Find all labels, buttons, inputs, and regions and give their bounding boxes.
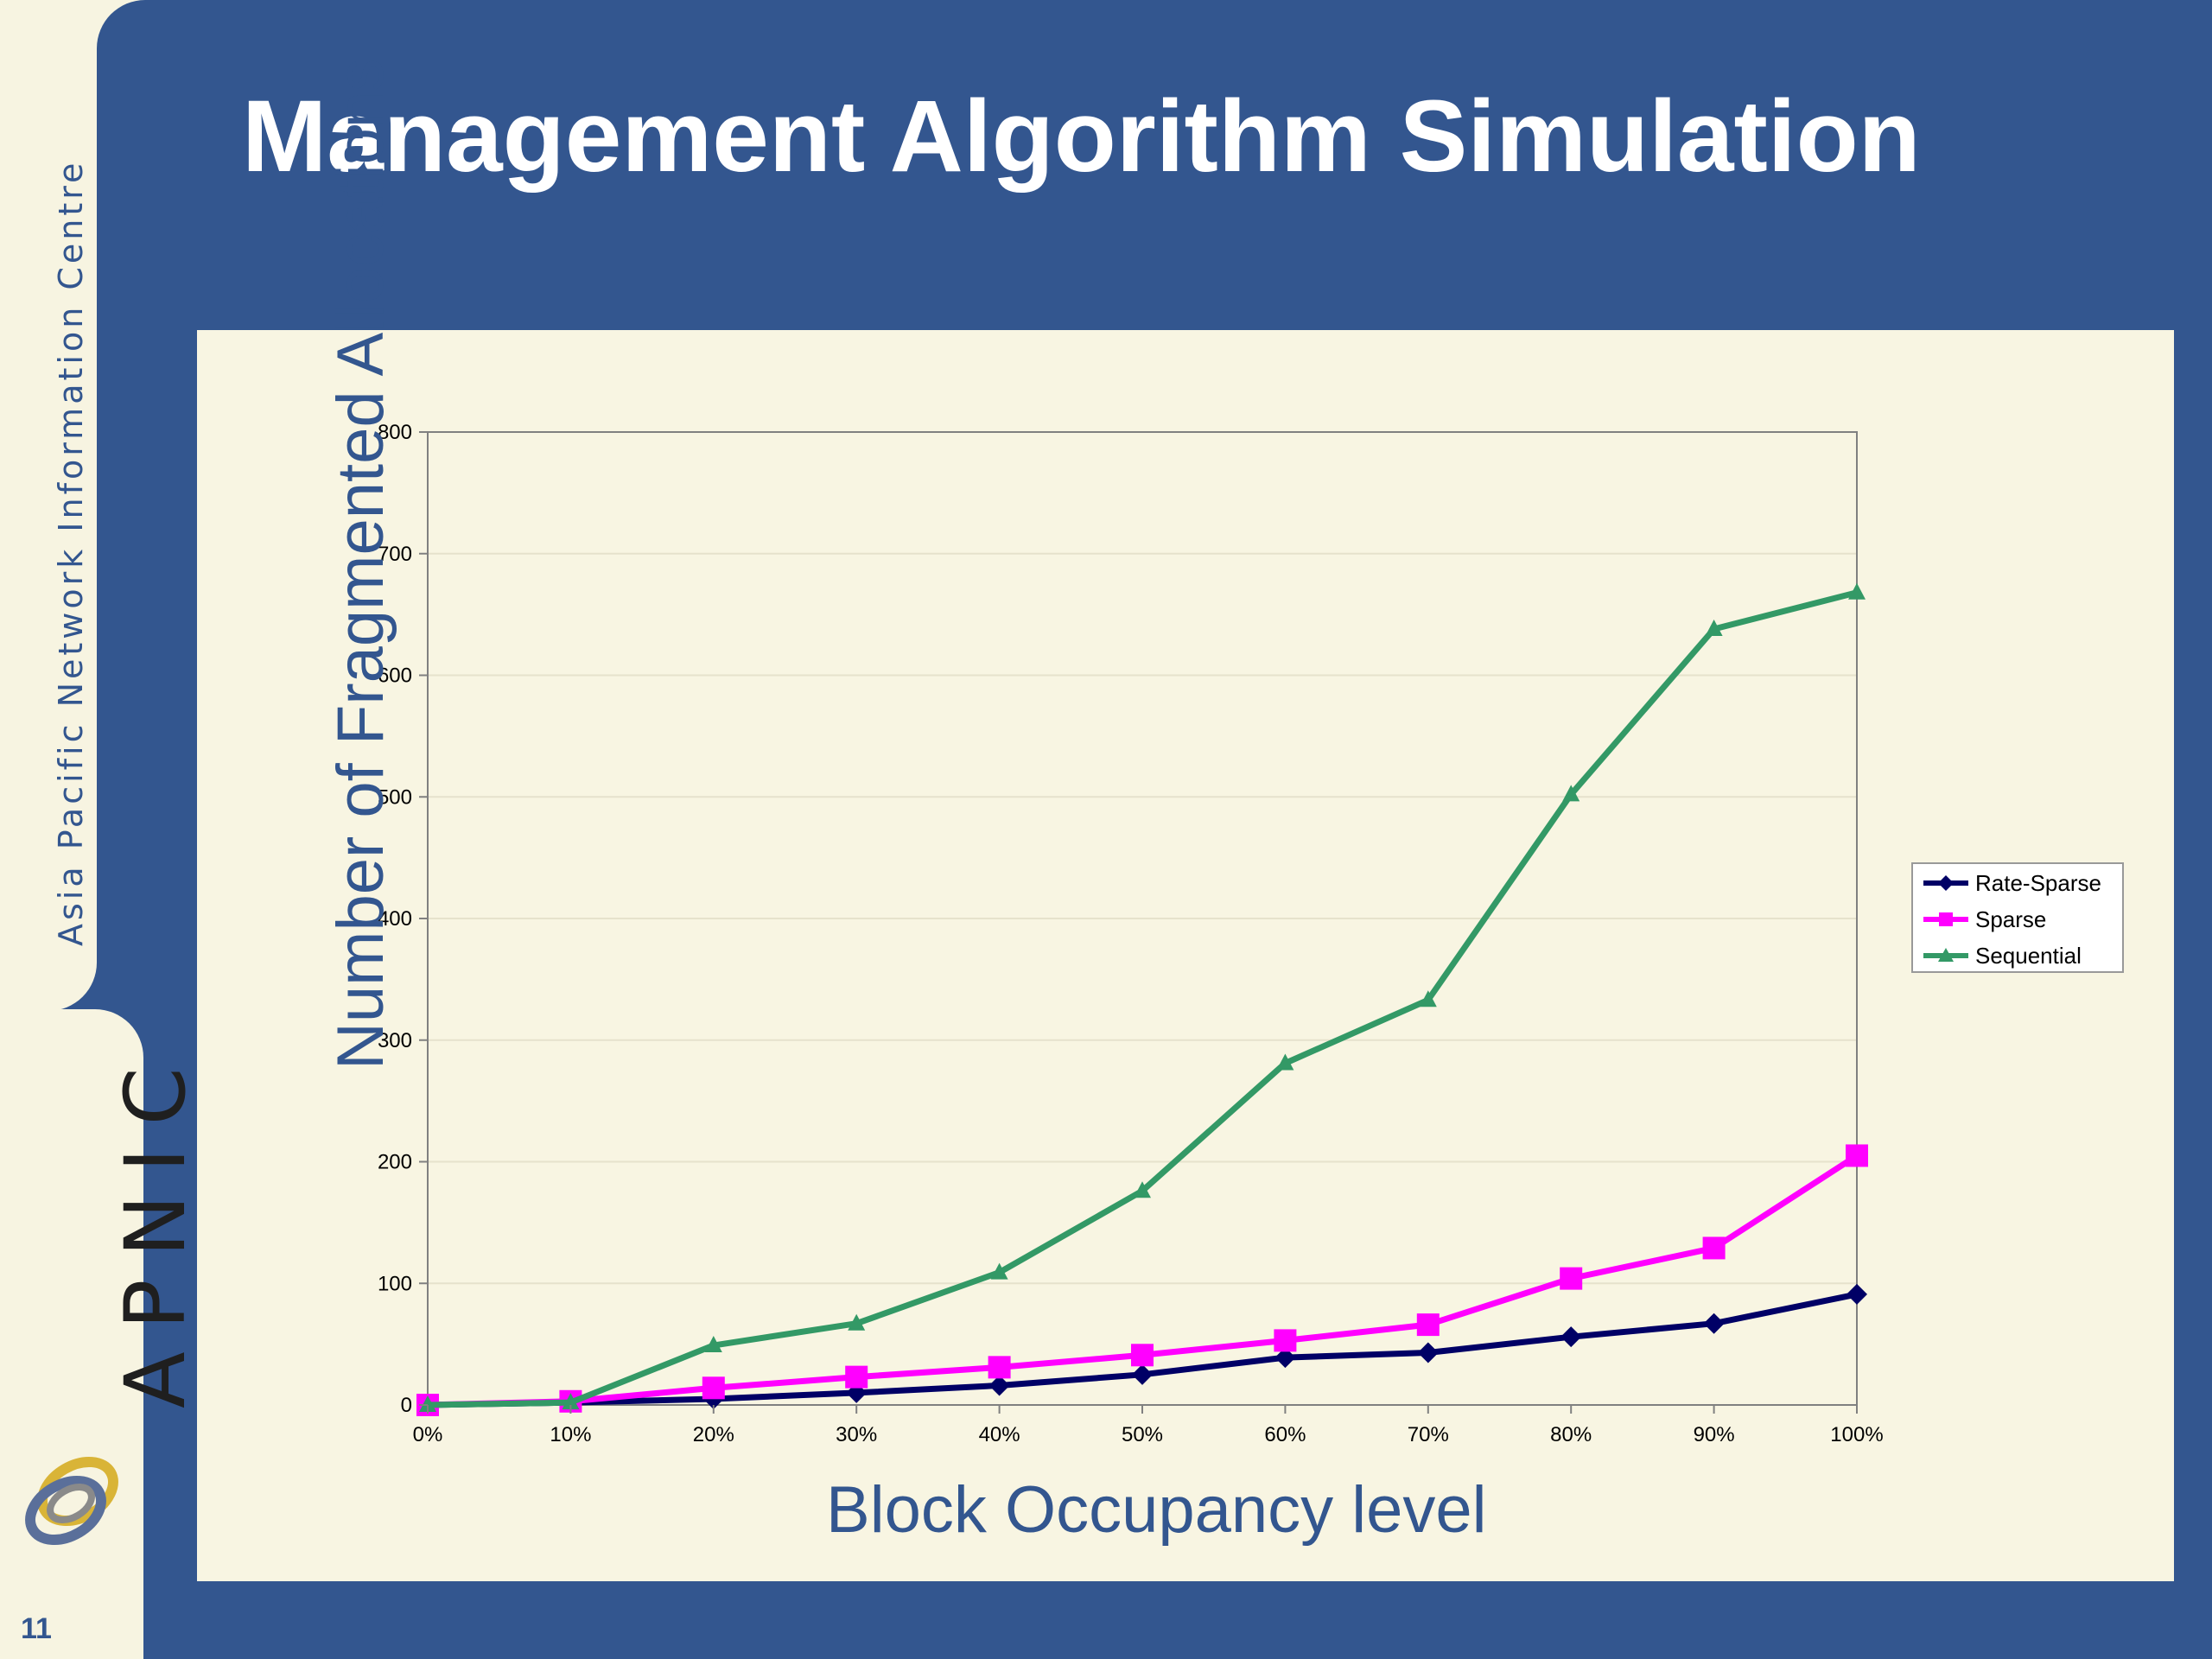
y-tick-label: 600 (378, 664, 412, 688)
data-point-rate-sparse (1274, 1347, 1296, 1369)
x-tick-label: 30% (836, 1423, 877, 1446)
apnic-logo-icon (25, 1456, 118, 1546)
x-tick-label: 20% (693, 1423, 734, 1446)
data-point-sparse (702, 1376, 725, 1400)
y-tick-label: 500 (378, 785, 412, 809)
data-point-sequential (1276, 1053, 1294, 1071)
y-tick-label: 400 (378, 907, 412, 931)
data-point-rate-sparse (1417, 1342, 1439, 1363)
data-point-rate-sparse (1560, 1326, 1582, 1348)
y-tick-label: 0 (401, 1394, 412, 1417)
data-point-sparse (1416, 1313, 1440, 1337)
x-tick-label: 80% (1550, 1423, 1592, 1446)
legend-label-rate-sparse: Rate-Sparse (1975, 869, 2101, 896)
series-sequential (419, 582, 1866, 1412)
data-point-rate-sparse (1703, 1313, 1725, 1334)
slide-title: Management Algorithm Simulation (242, 79, 1921, 194)
x-tick-label: 90% (1694, 1423, 1735, 1446)
legend-key-sequential (1923, 948, 1968, 962)
page-number: 11 (21, 1612, 52, 1645)
data-point-rate-sparse (1132, 1363, 1153, 1385)
data-point-sequential (848, 1313, 866, 1331)
x-tick-label: 100% (1830, 1423, 1883, 1446)
x-tick-label: 50% (1122, 1423, 1163, 1446)
data-point-rate-sparse (988, 1375, 1010, 1396)
data-point-sparse (988, 1356, 1011, 1379)
data-point-sparse (1131, 1344, 1154, 1367)
gridlines (428, 552, 1857, 1285)
legend-item-sparse: Sparse (1922, 902, 2120, 937)
legend-label-sequential: Sequential (1975, 942, 2082, 969)
legend-item-rate-sparse: Rate-Sparse (1922, 866, 2120, 900)
x-axis-title: Block Occupancy level (826, 1473, 1487, 1547)
legend-label-sparse: Sparse (1975, 906, 2047, 932)
y-tick-label: 100 (378, 1272, 412, 1295)
series-layer (416, 582, 1868, 1416)
legend-key-rate-sparse (1923, 875, 1968, 891)
y-axis-ticks: 0 100 200 300 400 500 600 700 800 (378, 421, 428, 1417)
data-point-sequential (1848, 582, 1866, 600)
data-point-sparse (845, 1365, 868, 1389)
y-tick-label: 200 (378, 1151, 412, 1174)
data-point-sequential (1134, 1181, 1151, 1198)
x-axis-ticks: 0% 10% 20% 30% 40% 50% 60% 70% 80% 90% 100% (413, 1405, 1884, 1446)
data-point-sequential (562, 1393, 580, 1410)
data-point-sparse (1274, 1329, 1297, 1352)
chart-panel: 0 100 200 300 400 500 600 700 800 0% 10% 20% 30% 40%… (197, 330, 2174, 1581)
data-point-sequential (1705, 620, 1723, 637)
x-tick-label: 0% (413, 1423, 443, 1446)
x-tick-label: 60% (1264, 1423, 1306, 1446)
x-tick-label: 70% (1408, 1423, 1449, 1446)
data-point-sequential (1562, 785, 1580, 802)
data-point-sparse (1846, 1144, 1868, 1167)
x-tick-label: 40% (979, 1423, 1020, 1446)
apnic-wordmark: APNIC (107, 1045, 204, 1408)
legend-key-sparse (1923, 912, 1968, 926)
x-tick-label: 10% (550, 1423, 591, 1446)
line-chart: 0 100 200 300 400 500 600 700 800 0% 10% 20% 30% 40%… (378, 421, 1884, 1446)
y-tick-label: 700 (378, 543, 412, 566)
chart-legend: Rate-Sparse Sparse Sequential (1911, 862, 2124, 973)
data-point-sparse (1702, 1236, 1726, 1260)
legend-item-sequential: Sequential (1922, 938, 2120, 973)
data-point-sequential (419, 1395, 436, 1412)
header-corner (97, 0, 149, 52)
data-point-sequential (1419, 990, 1437, 1007)
logo-panel (0, 1009, 143, 1659)
sidebar-panel (0, 0, 97, 1011)
data-point-sequential (704, 1336, 722, 1353)
y-tick-label: 300 (378, 1029, 412, 1052)
data-point-sequential (990, 1262, 1008, 1280)
y-tick-label: 800 (378, 421, 412, 444)
y-axis-title: Number of Fragmented Allocations (324, 58, 397, 1070)
organization-name: Asia Pacific Network Information Centre (52, 159, 90, 946)
data-point-rate-sparse (1847, 1283, 1867, 1305)
data-point-sparse (1560, 1267, 1583, 1290)
